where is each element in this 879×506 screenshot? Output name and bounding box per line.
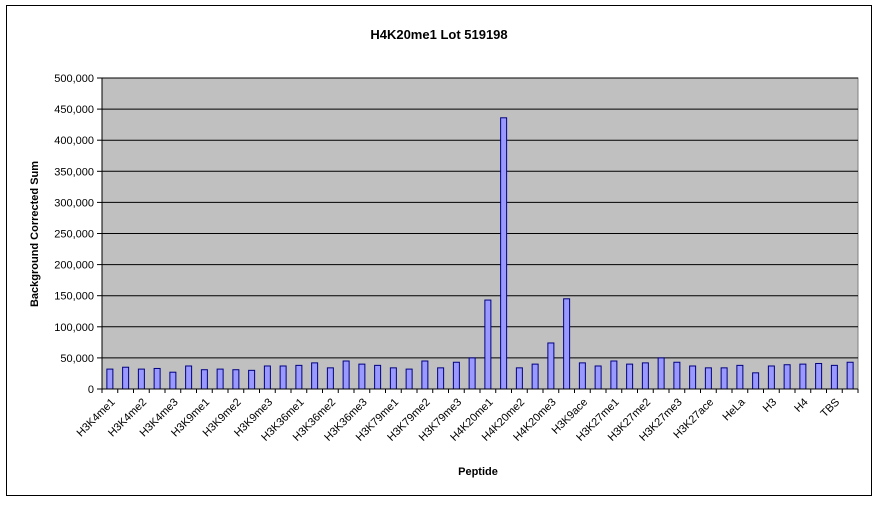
y-tick-label: 200,000 <box>54 260 94 272</box>
bar <box>815 362 823 390</box>
y-tick-label: 0 <box>88 384 94 396</box>
bar <box>500 117 508 390</box>
x-tick-label: TBS <box>819 396 843 420</box>
chart-svg: H4K20me1 Lot 519198 0 50,000 100,000 150,00… <box>29 27 859 478</box>
bar <box>311 362 319 390</box>
y-tick-label: 400,000 <box>54 135 94 147</box>
bar <box>515 367 523 390</box>
bar <box>578 362 586 390</box>
bar <box>641 362 649 390</box>
bar <box>122 366 130 390</box>
y-tick-label: 350,000 <box>54 166 94 178</box>
bar <box>767 365 775 390</box>
bar <box>437 367 445 390</box>
x-tick-label: H3 <box>761 396 779 414</box>
y-tick-label: 100,000 <box>54 322 94 334</box>
bar <box>248 369 256 390</box>
bar <box>169 371 177 390</box>
y-tick-label: 50,000 <box>60 353 94 365</box>
chart-title: H4K20me1 Lot 519198 <box>370 27 507 42</box>
x-axis-title: Peptide <box>458 466 498 478</box>
y-tick-label: 500,000 <box>54 73 94 85</box>
bar <box>704 367 712 390</box>
bar <box>720 367 728 390</box>
y-tick-label: 300,000 <box>54 197 94 209</box>
bar <box>626 363 634 390</box>
bar <box>389 367 397 390</box>
y-axis-title: Background Corrected Sum <box>29 161 41 307</box>
bar <box>263 365 271 390</box>
bar <box>610 360 618 390</box>
bar <box>689 365 697 390</box>
bar <box>783 364 791 390</box>
bar <box>736 364 744 390</box>
bar <box>185 365 193 390</box>
bar <box>594 365 602 390</box>
bar <box>295 364 303 390</box>
y-tick-label: 450,000 <box>54 104 94 116</box>
bar <box>421 360 429 390</box>
bar <box>232 369 240 390</box>
bar <box>200 369 208 390</box>
bar <box>374 364 382 390</box>
x-tick-label: H4 <box>792 396 810 414</box>
bar <box>358 363 366 390</box>
bar <box>279 365 287 390</box>
bar <box>216 368 224 390</box>
y-tick-label: 150,000 <box>54 291 94 303</box>
bar <box>342 360 350 390</box>
bar <box>405 368 413 390</box>
plot-area: 0 50,000 100,000 150,000 200,000 250,000 300,0… <box>54 73 859 444</box>
bar <box>106 368 114 390</box>
bar <box>830 364 838 390</box>
bar <box>846 361 854 390</box>
bar <box>484 299 492 390</box>
bar <box>673 361 681 390</box>
bar <box>137 368 145 390</box>
y-tick-label: 250,000 <box>54 229 94 241</box>
bar <box>752 372 760 390</box>
bar <box>468 357 476 390</box>
bar <box>799 363 807 390</box>
x-tick-label: HeLa <box>721 396 749 424</box>
chart-frame: H4K20me1 Lot 519198 0 50,000 100,000 150,00… <box>6 5 872 496</box>
bar <box>326 367 334 390</box>
bar <box>452 361 460 390</box>
bar <box>657 357 665 390</box>
bar <box>563 298 571 390</box>
bar <box>153 367 161 390</box>
bar <box>531 363 539 390</box>
bar <box>547 342 555 390</box>
